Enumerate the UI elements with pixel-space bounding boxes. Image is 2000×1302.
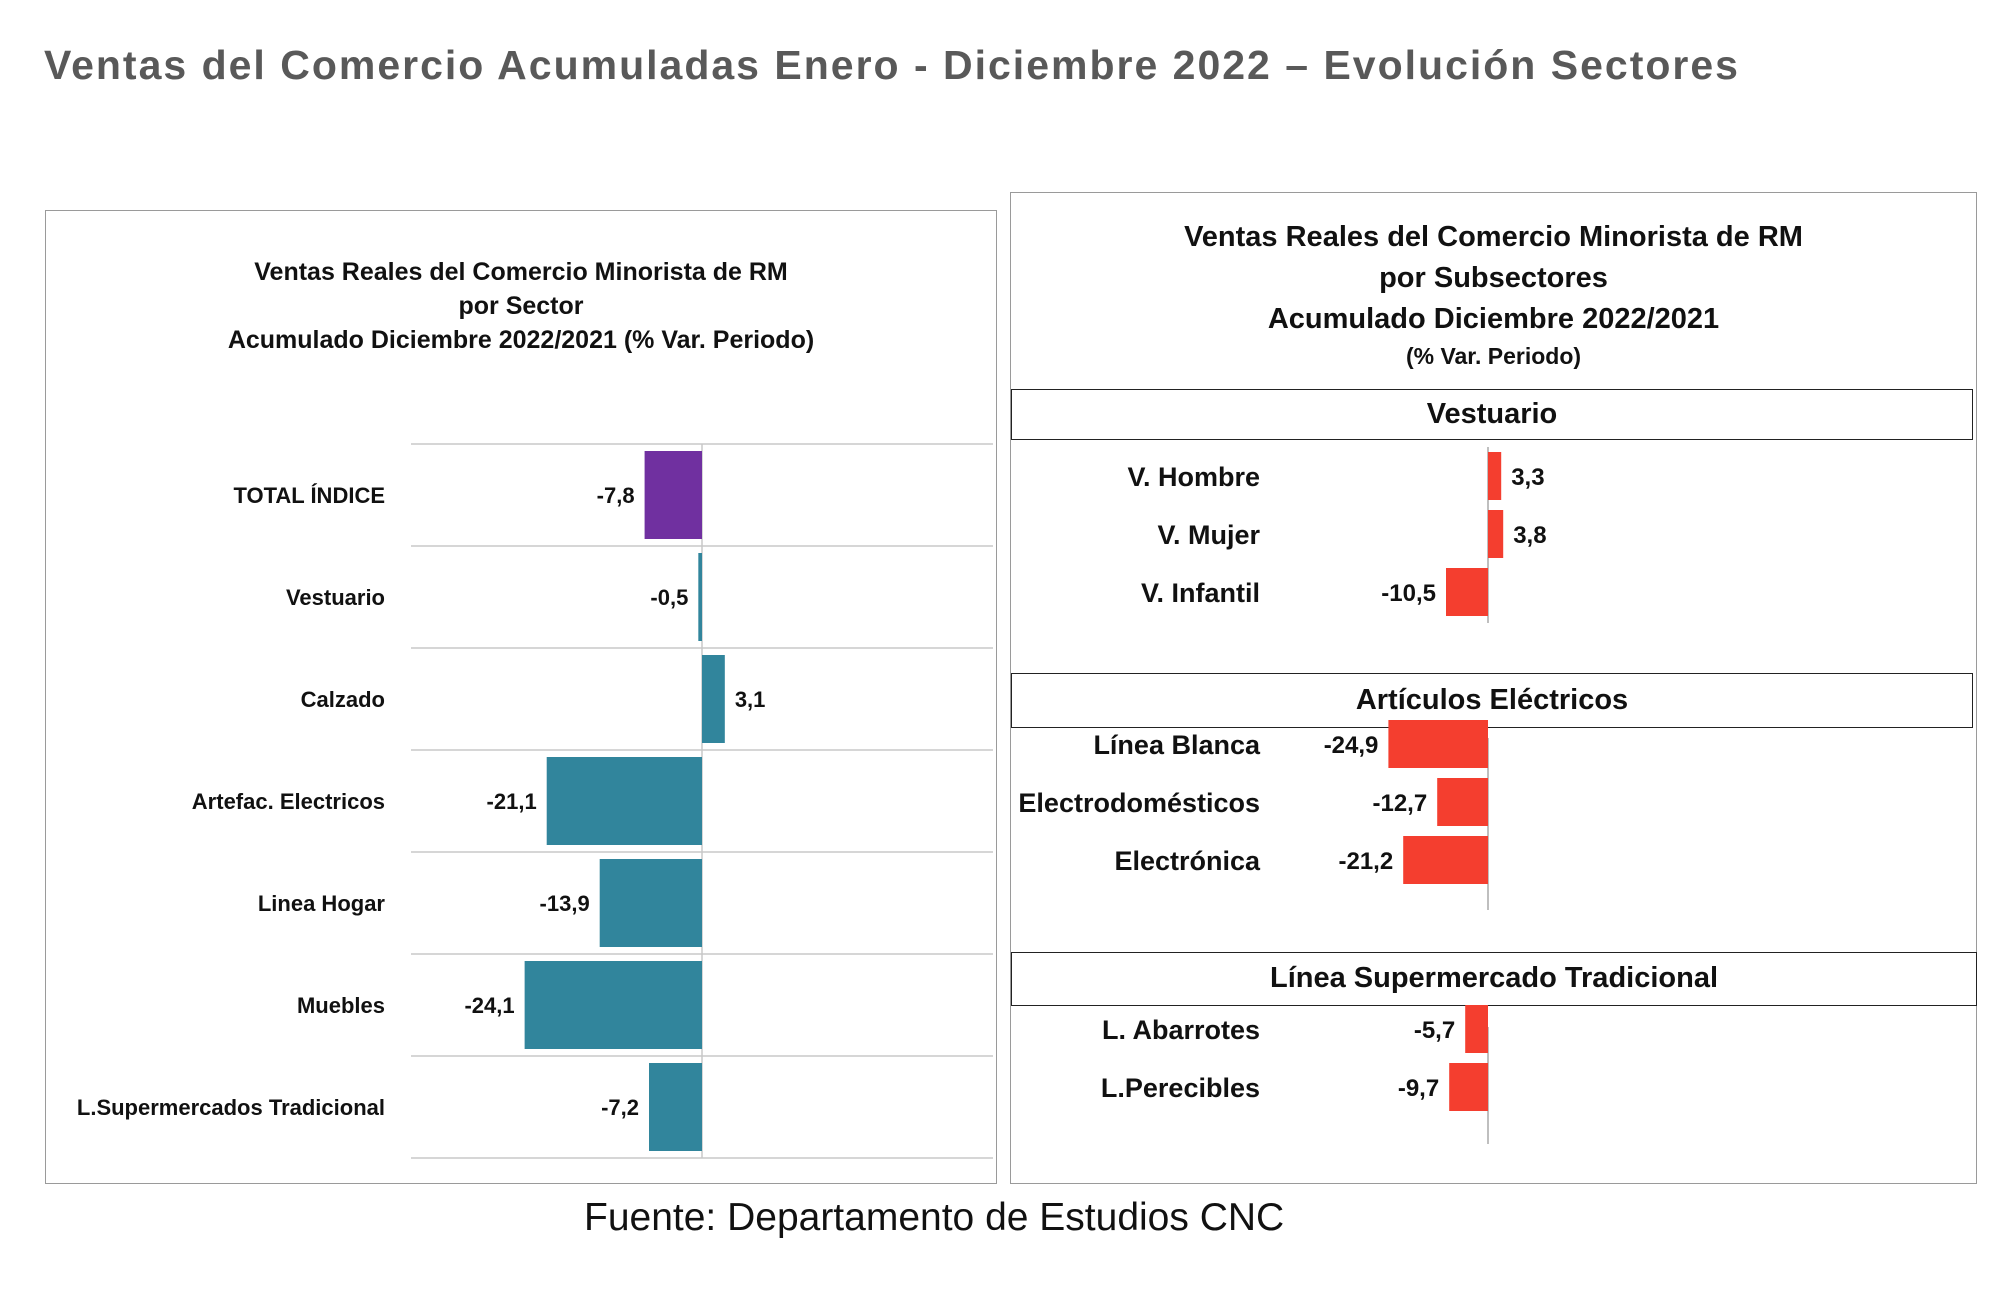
sector-chart-title-line: Ventas Reales del Comercio Minorista de … [254, 258, 788, 286]
category-label-vestuario: Vestuario [286, 585, 385, 610]
category-label-v-hombre: V. Hombre [1127, 462, 1260, 492]
category-label-electronica: Electrónica [1114, 846, 1261, 876]
value-label-v-hombre: 3,3 [1511, 464, 1544, 491]
page-title: Ventas del Comercio Acumuladas Enero - D… [44, 42, 1740, 88]
bar-v-mujer [1488, 510, 1504, 558]
value-label-artefac-electricos: -21,1 [487, 789, 537, 814]
value-label-muebles: -24,1 [464, 993, 514, 1018]
value-label-electronica: -21,2 [1338, 848, 1393, 875]
value-label-electrodomesticos: -12,7 [1372, 790, 1427, 817]
value-label-calzado: 3,1 [735, 687, 766, 712]
bar-calzado [702, 655, 725, 743]
subsector-chart-title-line: Ventas Reales del Comercio Minorista de … [1184, 221, 1803, 253]
subsector-chart-title-line: por Subsectores [1379, 262, 1608, 294]
category-label-l-abarrotes: L. Abarrotes [1102, 1015, 1260, 1045]
group-header-supermercado-tradicional: Línea Supermercado Tradicional [1011, 952, 1977, 1006]
category-label-linea-hogar: Linea Hogar [258, 891, 386, 916]
group-header-articulos-electricos: Artículos Eléctricos [1011, 673, 1973, 728]
value-label-v-mujer: 3,8 [1513, 522, 1546, 549]
bar-linea-blanca [1388, 720, 1488, 768]
sector-chart-panel: Ventas Reales del Comercio Minorista de … [45, 210, 997, 1184]
category-label-artefac-electricos: Artefac. Electricos [192, 789, 385, 814]
value-label-linea-hogar: -13,9 [540, 891, 590, 916]
value-label-l-supermercados-tradicional: -7,2 [601, 1095, 639, 1120]
value-label-linea-blanca: -24,9 [1324, 732, 1379, 759]
subsector-bar-chart: V. Hombre 3,3 V. Mujer 3,8 V. Infantil -10,5 L… [1018, 447, 1547, 1144]
bar-total-indice [644, 451, 702, 539]
source-note: Fuente: Departamento de Estudios CNC [584, 1196, 1285, 1239]
value-label-v-infantil: -10,5 [1381, 580, 1436, 607]
subsector-chart-title-line: Acumulado Diciembre 2022/2021 [1267, 303, 1720, 335]
bar-l-abarrotes [1465, 1005, 1488, 1053]
value-label-l-abarrotes: -5,7 [1414, 1017, 1455, 1044]
bar-v-infantil [1446, 568, 1488, 616]
category-label-electrodomesticos: Electrodomésticos [1018, 788, 1260, 818]
bar-vestuario [698, 553, 702, 641]
bar-artefac-electricos [546, 757, 702, 845]
group-header-vestuario: Vestuario [1011, 389, 1973, 440]
category-label-muebles: Muebles [297, 993, 385, 1018]
sector-bar-chart: TOTAL ÍNDICE -7,8 Vestuario -0,5 Calzado 3,1 A… [77, 443, 993, 1159]
value-label-vestuario: -0,5 [650, 585, 688, 610]
bar-linea-hogar [599, 859, 702, 947]
subsector-chart-panel: Ventas Reales del Comercio Minorista de … [1010, 192, 1977, 1184]
bar-l-supermercados-tradicional [649, 1063, 702, 1151]
sector-chart-title-line: Acumulado Diciembre 2022/2021 (% Var. Pe… [227, 326, 815, 354]
category-label-l-perecibles: L.Perecibles [1101, 1073, 1260, 1103]
category-label-l-supermercados-tradicional: L.Supermercados Tradicional [77, 1095, 385, 1120]
subsector-chart-title-line: (% Var. Periodo) [1405, 343, 1582, 369]
category-label-total-indice: TOTAL ÍNDICE [233, 483, 385, 508]
bar-l-perecibles [1449, 1063, 1488, 1111]
category-label-linea-blanca: Línea Blanca [1093, 730, 1261, 760]
category-label-calzado: Calzado [301, 687, 385, 712]
bar-muebles [524, 961, 702, 1049]
bar-v-hombre [1488, 452, 1502, 500]
bar-electrodomesticos [1437, 778, 1488, 826]
sector-chart-title-line: por Sector [458, 292, 584, 320]
category-label-v-mujer: V. Mujer [1157, 520, 1260, 550]
subsector-chart-title: Ventas Reales del Comercio Minorista de … [1011, 217, 1976, 372]
category-label-v-infantil: V. Infantil [1141, 578, 1260, 608]
sector-chart-title: Ventas Reales del Comercio Minorista de … [46, 255, 996, 357]
bar-electronica [1403, 836, 1488, 884]
value-label-l-perecibles: -9,7 [1398, 1075, 1439, 1102]
value-label-total-indice: -7,8 [597, 483, 635, 508]
